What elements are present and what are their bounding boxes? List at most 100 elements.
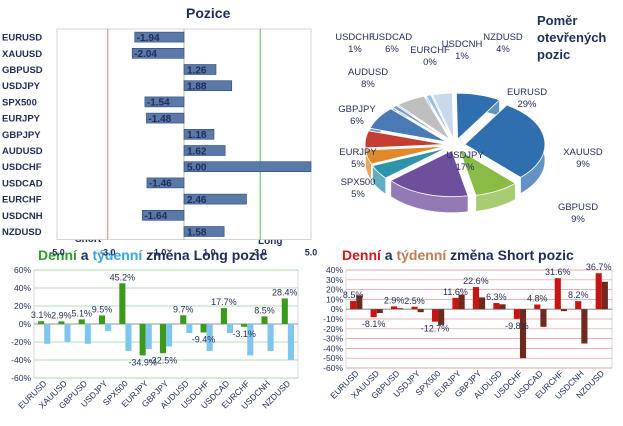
long-change-daily-bar [98, 315, 106, 324]
long-change-y-tick: 60% [14, 265, 31, 275]
long-change-daily-bar [200, 324, 207, 333]
pie-slice-percent: 5% [351, 159, 365, 170]
positions-title: Pozice [186, 5, 231, 21]
long-change-daily-bar [58, 321, 65, 324]
positions-value-label: 1.58 [187, 227, 207, 238]
positions-category-label: XAUUSD [2, 49, 42, 60]
short-change-daily-bar [493, 303, 500, 310]
short-change-weekly-bar [581, 309, 588, 344]
positions-category-label: EURCHF [2, 195, 42, 206]
short-change-daily-bar [472, 287, 479, 310]
short-change-y-tick: 20% [326, 285, 343, 295]
positions-x-tick: 5.0 [305, 248, 318, 258]
pie-slice-percent: 8% [361, 79, 375, 90]
pie-slice-percent: 1% [348, 44, 362, 55]
short-change-daily-bar [391, 306, 398, 310]
short-change-point-label: 8.2% [568, 290, 589, 300]
pie-slice [458, 149, 517, 196]
short-change-point-label: 2.9% [384, 295, 405, 305]
long-change-title: Denní a týdenní změna Long pozic [38, 247, 267, 263]
pie-slice-label: GBPUSD [558, 202, 598, 213]
long-change-daily-bar [220, 308, 227, 324]
pie-slice [390, 150, 469, 198]
short-change-daily-bar [513, 309, 520, 319]
positions-category-label: NZDUSD [2, 227, 42, 238]
short-change-weekly-bar [479, 297, 486, 310]
long-change-point-label: 28.4% [272, 287, 298, 297]
short-change-point-label: 4.8% [527, 293, 548, 303]
short-change-daily-bar [595, 273, 602, 310]
long-change-point-label: -9.4% [192, 334, 216, 344]
short-change-daily-bar [575, 301, 582, 310]
positions-bar [183, 64, 217, 75]
long-axis-label: Long [258, 236, 283, 247]
short-change-y-tick: -30% [323, 334, 343, 344]
positions-bar [146, 112, 185, 124]
long-change-daily-bar [119, 283, 126, 324]
long-change-weekly-bar [267, 324, 274, 351]
long-change-weekly-bar [287, 324, 294, 360]
short-change-point-label: 8.5% [343, 290, 364, 300]
short-change-y-tick: 40% [326, 265, 343, 275]
long-change-point-label: 9.7% [173, 304, 194, 314]
long-change-y-tick: -60% [11, 373, 31, 383]
short-change-point-label: 31.6% [545, 267, 571, 277]
pie-slice [364, 130, 446, 149]
positions-value-label: 2.46 [187, 195, 207, 206]
pie-slice-percent: 0% [423, 57, 437, 68]
short-title-weekly: týdenní [396, 247, 447, 263]
positions-bar [183, 193, 247, 205]
long-change-weekly-bar [105, 324, 112, 332]
pie-slice-label: SPX500 [341, 177, 376, 188]
pie-slice-label: USDCNH [442, 39, 483, 50]
short-change-point-label: -12.7% [421, 324, 450, 334]
pie-slice-percent: 17% [455, 162, 475, 173]
long-change-weekly-bar [206, 324, 213, 351]
pie-slice-label: GBPJPY [338, 104, 376, 115]
positions-value-label: 1.88 [187, 82, 207, 93]
short-change-y-tick: -50% [323, 353, 343, 363]
short-change-point-label: -9.8% [505, 321, 529, 331]
short-change-weekly-bar [417, 309, 424, 313]
long-change-weekly-bar [44, 324, 51, 344]
long-change-point-label: -32.5% [149, 355, 178, 365]
pie-slice-label: NZDUSD [483, 32, 523, 43]
short-change-y-tick: -60% [323, 363, 343, 373]
long-change-weekly-bar [186, 324, 193, 333]
long-title-weekly: týdenní [92, 247, 143, 263]
short-change-weekly-bar [397, 308, 404, 310]
positions-value-label: -1.54 [147, 98, 170, 109]
positions-x-tick: 1.0 [203, 248, 216, 258]
positions-category-label: GBPJPY [2, 130, 41, 141]
pie-slice-percent: 4% [496, 44, 510, 55]
positions-value-label: -1.48 [148, 114, 171, 125]
long-change-y-tick: 40% [14, 283, 31, 293]
long-change-point-label: 9.5% [92, 304, 113, 314]
pie-slice-percent: 6% [385, 44, 399, 55]
short-change-point-label: 11.6% [443, 287, 468, 297]
long-title-daily: Denní [38, 247, 77, 263]
short-change-y-tick: -20% [323, 324, 343, 334]
long-change-weekly-bar [145, 324, 152, 350]
pie-slice [431, 92, 454, 140]
positions-category-label: USDCNH [2, 211, 43, 222]
long-change-point-label: -34.9% [128, 357, 157, 367]
long-change-daily-bar [78, 319, 85, 324]
positions-bar [144, 96, 185, 108]
long-change-weekly-bar [64, 324, 71, 342]
short-change-weekly-bar [540, 309, 547, 327]
short-change-weekly-bar [560, 309, 567, 312]
long-change-weekly-bar [247, 324, 254, 356]
pie-slice-label: XAUUSD [563, 147, 603, 158]
positions-bar [146, 177, 185, 189]
pie-slice-label: AUDUSD [348, 67, 388, 78]
pie-slice [455, 92, 501, 141]
pie-slice [425, 94, 453, 140]
short-change-daily-bar [452, 297, 459, 310]
pie-slice-percent: 6% [350, 116, 364, 127]
short-title-rest: změna Short pozic [450, 247, 574, 263]
pie-slice [365, 145, 446, 165]
long-change-daily-bar [139, 324, 146, 356]
pie-slice-label: USDCHF [335, 32, 375, 43]
pie-slice [369, 108, 447, 143]
